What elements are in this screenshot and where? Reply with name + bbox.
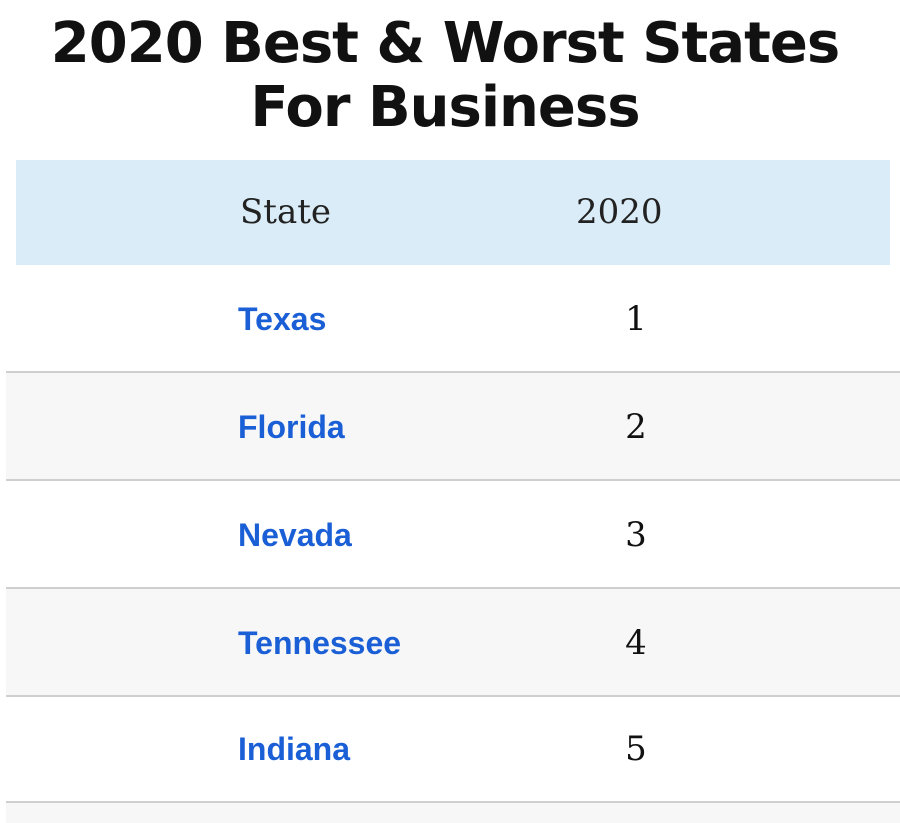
rank-value: 2 xyxy=(625,407,647,447)
column-header-state: State xyxy=(240,192,332,232)
state-link[interactable]: Nevada xyxy=(238,517,352,553)
rank-value: 1 xyxy=(625,299,647,339)
rank-value: 5 xyxy=(625,729,647,769)
table-row: Texas 1 xyxy=(6,265,900,373)
state-link[interactable]: Florida xyxy=(238,409,345,445)
state-link[interactable]: Indiana xyxy=(238,731,351,767)
table-row: Indiana 5 xyxy=(6,695,900,803)
column-header-year: 2020 xyxy=(576,192,663,232)
rank-value: 3 xyxy=(625,515,647,555)
page-title: 2020 Best & Worst States For Business xyxy=(0,12,890,140)
table-row-partial xyxy=(6,803,900,823)
table-row: Florida 2 xyxy=(6,373,900,481)
rank-value: 4 xyxy=(625,623,647,663)
table-row: Nevada 3 xyxy=(6,481,900,589)
table-header: State 2020 xyxy=(16,160,890,265)
state-link[interactable]: Texas xyxy=(238,301,327,337)
table-row: Tennessee 4 xyxy=(6,589,900,697)
page-title-line-2: For Business xyxy=(250,75,640,140)
state-link[interactable]: Tennessee xyxy=(238,625,402,661)
page-title-line-1: 2020 Best & Worst States xyxy=(50,11,840,76)
